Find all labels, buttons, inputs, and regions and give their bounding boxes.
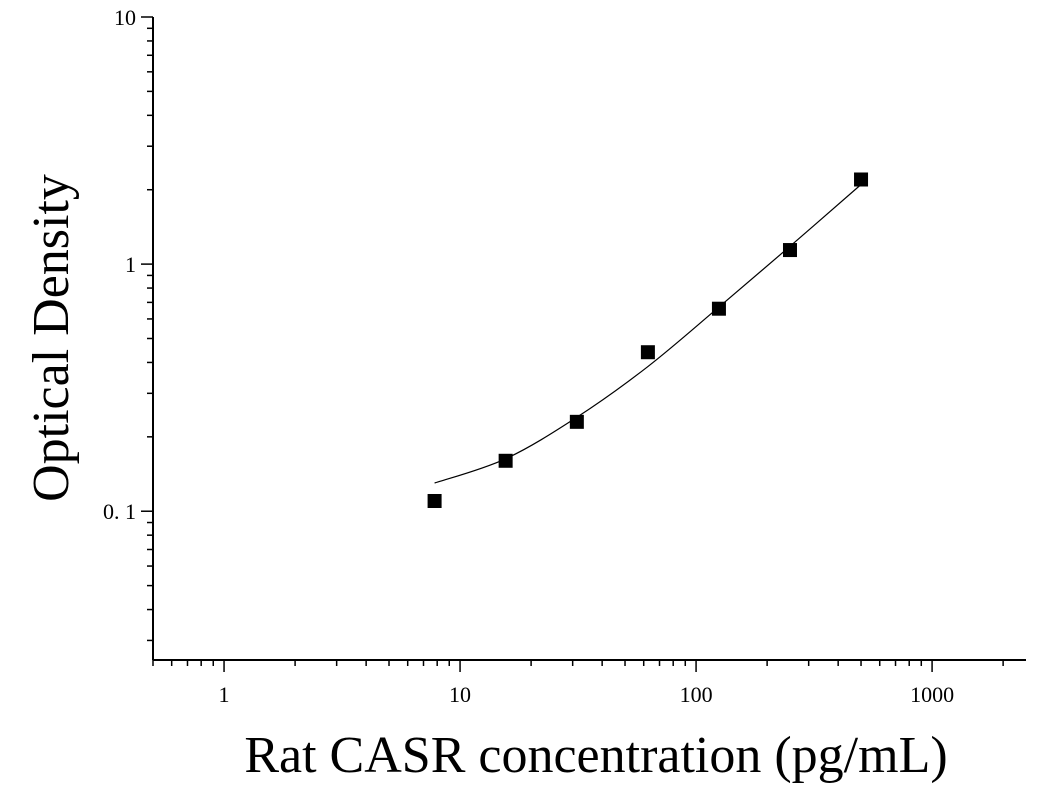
data-point bbox=[427, 493, 442, 508]
data-point bbox=[854, 172, 869, 187]
y-tick-label: 1 bbox=[125, 252, 136, 277]
x-tick-label: 1 bbox=[219, 682, 230, 707]
fit-curve bbox=[434, 184, 862, 484]
x-tick-label: 1000 bbox=[910, 682, 954, 707]
data-points bbox=[427, 172, 869, 508]
x-axis-title: Rat CASR concentration (pg/mL) bbox=[244, 727, 947, 784]
data-point bbox=[782, 243, 797, 258]
x-tick-label: 100 bbox=[680, 682, 713, 707]
y-axis-title: Optical Density bbox=[23, 174, 80, 502]
fit-curve-layer bbox=[434, 184, 862, 484]
y-tick-label: 10 bbox=[114, 5, 136, 30]
y-axis-ticks: 0. 1 1 10 bbox=[103, 5, 153, 642]
data-point bbox=[498, 453, 513, 468]
x-tick-label: 10 bbox=[449, 682, 471, 707]
data-point bbox=[569, 414, 584, 429]
data-point bbox=[711, 301, 726, 316]
axes bbox=[152, 17, 1026, 661]
y-tick-label: 0. 1 bbox=[103, 499, 136, 524]
x-axis-ticks: 1 10 100 1000 bbox=[152, 660, 1004, 707]
data-point bbox=[640, 345, 655, 360]
